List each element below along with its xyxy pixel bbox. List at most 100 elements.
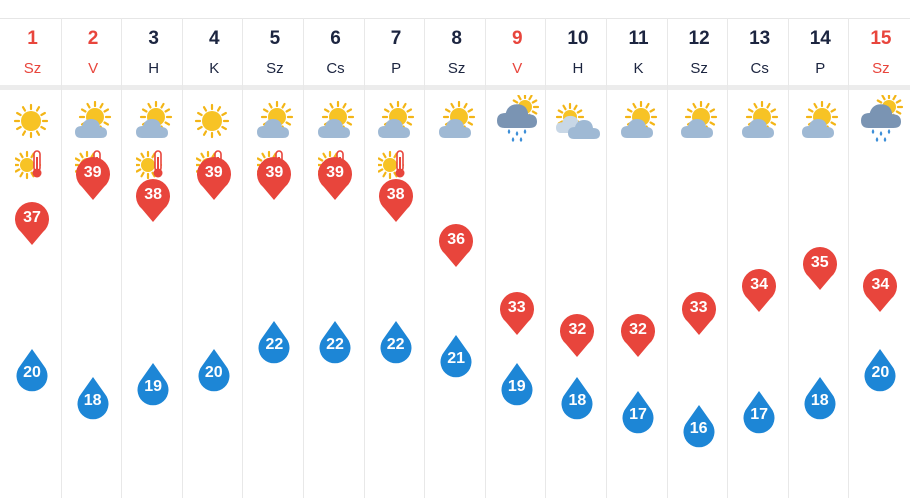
day-weekday: Cs [326, 60, 345, 77]
max-temp-value: 38 [144, 186, 163, 203]
max-temp-value: 36 [447, 231, 466, 248]
day-date: 9 [512, 28, 523, 49]
min-temp-marker: 18 [74, 376, 112, 422]
max-temp-value: 38 [386, 186, 405, 203]
min-temp-value: 18 [568, 392, 587, 409]
partly-cloudy-icon [244, 100, 305, 146]
day-column[interactable]: 6 Cs [305, 18, 366, 498]
day-weekday: Sz [872, 60, 890, 77]
day-weekday: H [572, 60, 584, 77]
day-weekday: K [209, 60, 220, 77]
day-date: 2 [87, 28, 99, 49]
heat-warning-icon [2, 148, 63, 185]
day-weekday: P [391, 60, 402, 77]
partly-cloudy-icon [790, 100, 851, 146]
max-temp-marker: 39 [255, 155, 293, 201]
partly-cloudy-icon [729, 100, 790, 146]
partly-cloudy-icon [366, 100, 427, 146]
min-temp-marker: 16 [680, 404, 718, 450]
max-temp-value: 39 [83, 163, 102, 181]
min-temp-marker: 17 [740, 390, 778, 436]
partly-cloudy-icon [305, 100, 366, 146]
column-divider [484, 18, 486, 498]
day-weekday: Cs [750, 60, 769, 77]
max-temp-marker: 35 [801, 245, 839, 291]
min-temp-value: 19 [507, 378, 526, 395]
day-date: 1 [27, 28, 38, 49]
column-divider [727, 18, 729, 498]
rain-showers-icon [850, 92, 911, 150]
day-date: 6 [330, 28, 341, 49]
day-date: 8 [451, 28, 462, 49]
max-temp-marker: 34 [861, 267, 899, 313]
min-temp-value: 19 [144, 378, 163, 395]
header-separator [0, 85, 910, 90]
day-weekday: V [88, 60, 99, 77]
day-weekday: H [148, 60, 160, 77]
column-divider [242, 18, 244, 498]
max-temp-marker: 36 [437, 222, 475, 268]
rain-showers-icon [487, 92, 548, 150]
day-date: 5 [269, 28, 281, 49]
partly-cloudy-icon [669, 100, 730, 146]
day-column[interactable]: 15 Sz [850, 18, 911, 498]
day-weekday: Sz [266, 60, 284, 77]
min-temp-marker: 22 [255, 320, 293, 366]
min-temp-marker: 22 [377, 320, 415, 366]
min-temp-value: 17 [629, 406, 647, 423]
max-temp-marker: 38 [377, 177, 415, 223]
forecast-header [0, 18, 910, 85]
max-temp-marker: 33 [680, 290, 718, 336]
day-date: 3 [148, 28, 159, 49]
max-temp-marker: 34 [740, 267, 778, 313]
day-weekday: V [512, 60, 523, 77]
column-divider [121, 18, 123, 498]
min-temp-marker: 18 [801, 376, 839, 422]
day-column[interactable]: 1 Sz [2, 18, 63, 498]
max-temp-value: 33 [689, 298, 708, 316]
max-temp-value: 39 [204, 163, 223, 181]
min-temp-value: 22 [265, 336, 284, 353]
min-temp-value: 18 [83, 392, 102, 409]
day-column[interactable]: 5 Sz [244, 18, 305, 498]
max-temp-value: 33 [507, 298, 526, 316]
day-date: 11 [628, 28, 649, 49]
day-column[interactable]: 10 H [547, 18, 608, 498]
day-weekday: Sz [23, 60, 42, 77]
day-column[interactable]: 14 P [790, 18, 851, 498]
day-date: 4 [209, 28, 220, 49]
max-temp-marker: 39 [316, 155, 354, 201]
max-temp-value: 32 [629, 321, 647, 338]
day-column[interactable]: 11 K [608, 18, 669, 498]
min-temp-marker: 22 [316, 320, 354, 366]
column-divider [363, 18, 365, 498]
column-divider [606, 18, 607, 498]
column-divider [545, 18, 547, 498]
min-temp-value: 16 [689, 420, 708, 437]
partly-cloudy-icon [123, 100, 184, 146]
column-divider [181, 18, 183, 498]
column-divider [787, 18, 789, 498]
sunny-icon [184, 101, 245, 146]
day-date: 14 [809, 28, 831, 49]
day-column[interactable]: 12 Sz [669, 18, 730, 498]
max-temp-value: 39 [265, 163, 284, 181]
max-temp-marker: 33 [498, 290, 536, 336]
min-temp-marker: 17 [619, 390, 657, 436]
day-column[interactable]: 13 Cs [729, 18, 790, 498]
day-weekday: P [815, 60, 826, 77]
sunny-icon [2, 101, 63, 146]
max-temp-marker: 38 [134, 177, 172, 223]
day-date: 15 [870, 28, 892, 49]
max-temp-marker: 39 [74, 155, 112, 201]
cloudy-sun-icon [547, 101, 608, 146]
min-temp-marker: 21 [437, 334, 475, 380]
heat-warning-icon [123, 148, 184, 185]
day-column[interactable]: 8 Sz [426, 18, 487, 498]
column-divider [303, 18, 304, 498]
